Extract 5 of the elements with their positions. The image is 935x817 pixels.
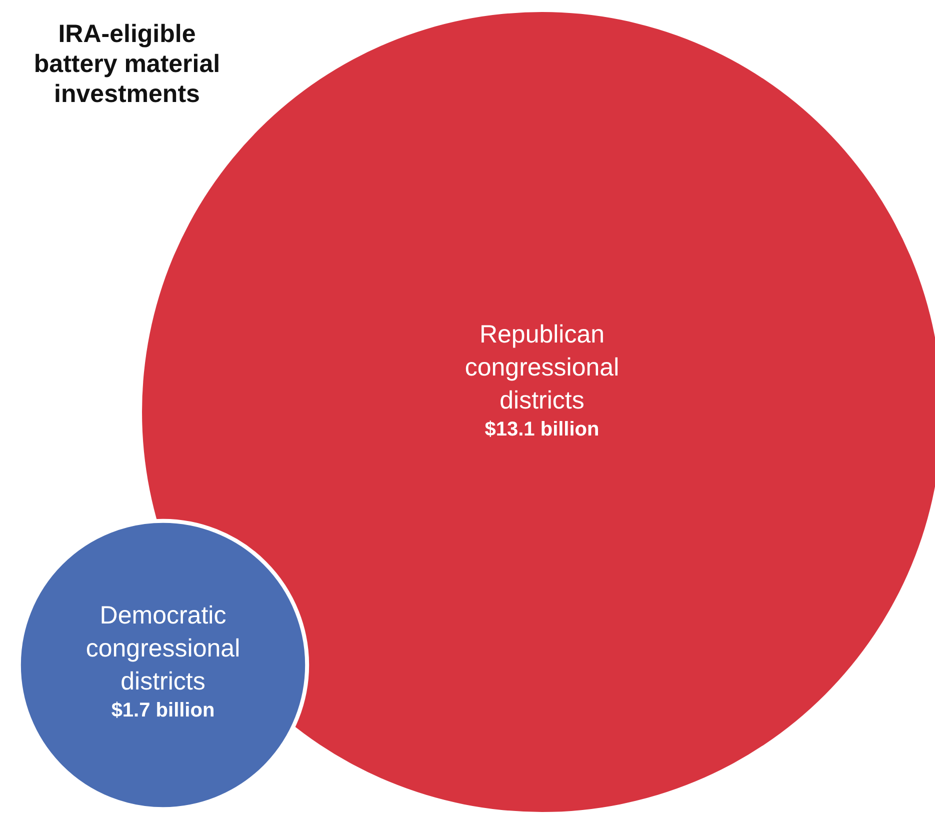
data-label: $1.7 billion (111, 700, 215, 722)
category-label: Republican congressional districts (464, 320, 620, 414)
data-label: $13.1 billion (484, 418, 600, 440)
text: IRA-eligible battery material investments (34, 20, 220, 108)
category-label: Democratic congressional districts (86, 602, 240, 696)
